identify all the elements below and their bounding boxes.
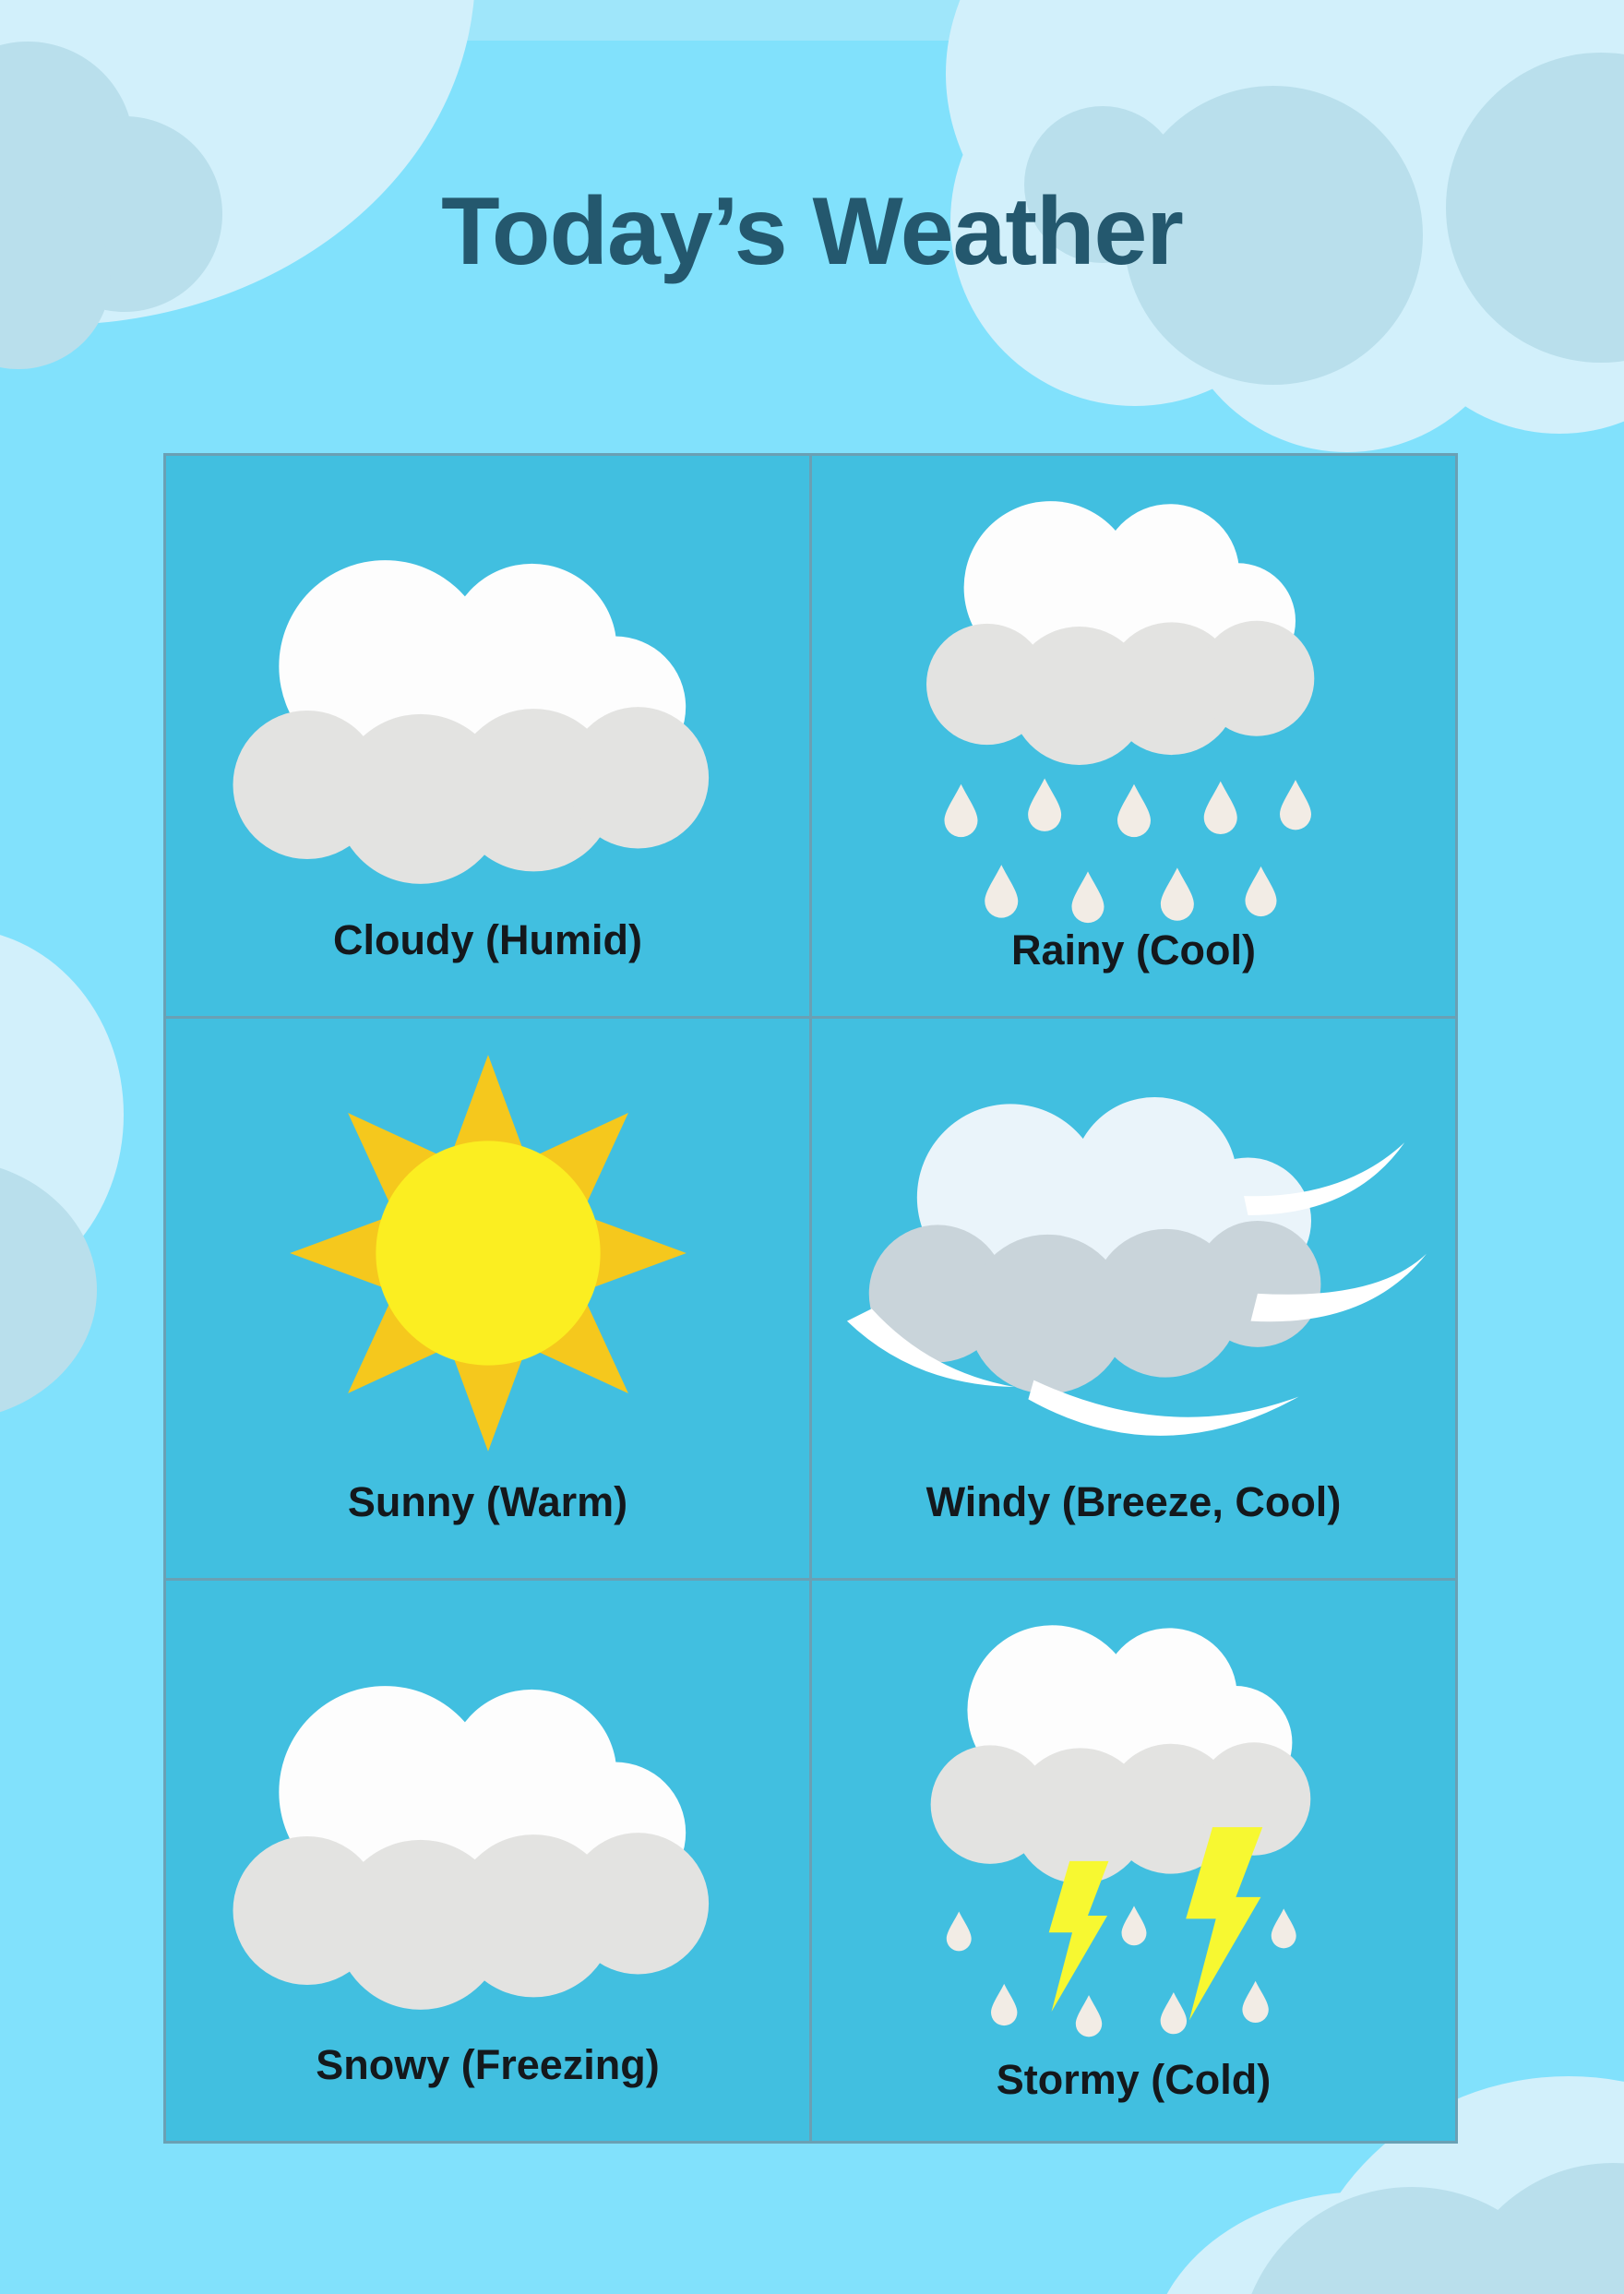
cloud-icon — [233, 560, 710, 885]
sky-band — [155, 0, 1032, 41]
weather-card-sunny: Sunny (Warm) — [166, 1018, 809, 1579]
decorative-cloud-left — [0, 935, 124, 1413]
weather-card-stormy: Stormy (Cold) — [812, 1581, 1455, 2141]
storm-cloud-icon — [930, 1625, 1310, 2037]
weather-label: Stormy (Cold) — [996, 2056, 1272, 2104]
wind-swoosh — [846, 1142, 1427, 1437]
wind-cloud-icon — [846, 1097, 1427, 1437]
weather-label: Windy (Breeze, Cool) — [925, 1478, 1342, 1526]
page-title: Today’s Weather — [441, 178, 1184, 285]
weather-label: Sunny (Warm) — [347, 1478, 628, 1526]
weather-card-windy: Windy (Breeze, Cool) — [812, 1018, 1455, 1579]
rain-cloud-icon — [925, 501, 1314, 924]
weather-label: Rainy (Cool) — [1011, 926, 1256, 974]
weather-card-rainy: Rainy (Cool) — [812, 456, 1455, 1016]
weather-card-cloudy: Cloudy (Humid) — [166, 456, 809, 1016]
weather-label: Snowy (Freezing) — [316, 2041, 660, 2088]
weather-label: Cloudy (Humid) — [333, 915, 642, 963]
snow-cloud-icon — [233, 1685, 710, 2010]
sun-icon — [289, 1055, 687, 1452]
weather-card-snowy: Snowy (Freezing) — [166, 1581, 809, 2141]
weather-grid: Cloudy (Humid) — [163, 453, 1458, 2144]
